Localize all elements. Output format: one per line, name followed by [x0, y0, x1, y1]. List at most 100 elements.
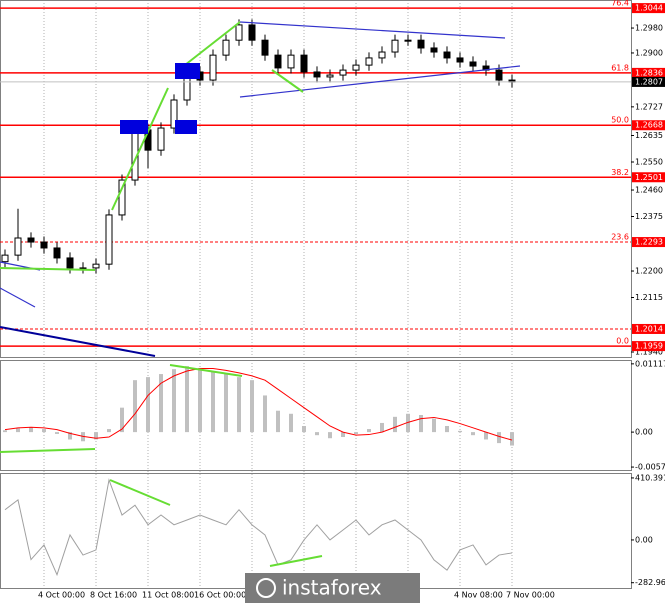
level-price-box [632, 341, 665, 352]
level-price: 1.2293 [635, 238, 663, 247]
trend-line [239, 21, 506, 39]
y-tick-label: 0.00 [635, 428, 653, 437]
y-tick-label: 0.01117 [635, 359, 665, 368]
level-price-box [632, 323, 665, 334]
current-price: 1.2807 [635, 77, 663, 86]
divergence-line [109, 479, 171, 506]
y-tick-label: 1.2900 [635, 48, 663, 57]
level-label: 38.2 [611, 168, 629, 177]
trend-line [0, 326, 156, 357]
x-tick-label: 16 Oct 00:00 [194, 591, 246, 600]
zone-marker [175, 120, 197, 134]
macd-bar [432, 418, 436, 433]
y-tick-label: 410.3914 [635, 473, 665, 482]
y-tick-label: -282.9641 [635, 578, 665, 587]
level-price: 1.2836 [635, 68, 663, 77]
y-tick-label: 1.2727 [635, 102, 663, 111]
level-price-box [632, 120, 665, 131]
level-price-box [632, 237, 665, 248]
candle-body [300, 54, 308, 73]
candle-body [495, 69, 503, 81]
macd-bar [68, 432, 72, 440]
cci-line [4, 478, 513, 577]
macd-bar [497, 432, 501, 444]
level-price: 1.2668 [635, 121, 663, 130]
macd-bar [367, 429, 371, 433]
candle-body [170, 99, 178, 129]
zone-marker [175, 63, 200, 79]
divergence-line [111, 87, 169, 211]
grid [43, 0, 513, 588]
candle-body [40, 241, 48, 249]
candle-body [53, 247, 61, 259]
level-price: 1.2014 [635, 324, 663, 333]
candle-body [378, 51, 386, 59]
candle-body [287, 54, 295, 69]
macd-bar [341, 432, 345, 437]
y-tick-label: 0.00 [635, 535, 653, 544]
candle-body [391, 39, 399, 53]
divergence-line [0, 267, 96, 271]
candle-body [105, 214, 113, 265]
trend-line [0, 287, 36, 308]
divergence-line [169, 364, 243, 377]
candle-body [27, 237, 35, 243]
y-tick-label: 1.2200 [635, 267, 663, 276]
macd-bar [328, 432, 332, 439]
y-tick-label: 1.2375 [635, 212, 663, 221]
level-price-box [632, 172, 665, 183]
candle-body [339, 69, 347, 76]
macd-bar [3, 430, 7, 433]
y-tick-label: 1.1940 [635, 348, 663, 357]
divergence-line [184, 21, 241, 66]
annotations [0, 21, 521, 567]
y-tick-label: 1.2115 [635, 293, 663, 302]
y-tick-label: 1.2460 [635, 186, 663, 195]
macd-bar [237, 377, 241, 433]
macd-bar [29, 427, 33, 433]
macd-bar [263, 395, 267, 433]
macd-bar [302, 426, 306, 433]
macd-bar [458, 430, 462, 433]
x-tick-label: 4 Nov 08:00 [454, 591, 503, 600]
price-panel [0, 0, 632, 358]
macd-bar [445, 426, 449, 433]
macd-bar [484, 432, 488, 440]
x-tick-label: 11 Oct 08:00 [142, 591, 194, 600]
macd-bar [419, 415, 423, 433]
candle-body [1, 254, 9, 263]
macd-bar [354, 432, 358, 434]
candle-body [365, 57, 373, 66]
level-label: 50.0 [611, 116, 629, 125]
macd-bar [107, 429, 111, 433]
macd-bar [276, 410, 280, 433]
candle-body [274, 54, 282, 69]
macd-bar [393, 416, 397, 433]
candle-body [326, 74, 334, 78]
macd-panel [0, 360, 632, 471]
candle-body [209, 54, 217, 81]
candle-body [443, 51, 451, 59]
level-price-box [632, 3, 665, 14]
candle-body [313, 71, 321, 78]
macd-bar [172, 369, 176, 433]
candle-body [118, 179, 126, 216]
macd-bar [133, 380, 137, 433]
watermark: instaforex [245, 573, 420, 603]
macd-bar [16, 428, 20, 433]
candle-body [235, 24, 243, 41]
macd-bar [211, 371, 215, 433]
macd-bar [185, 366, 189, 433]
candle-body [261, 39, 269, 56]
x-tick-label: 7 Nov 00:00 [506, 591, 555, 600]
macd-bar [380, 422, 384, 433]
y-tick-label: -0.00572 [635, 463, 665, 472]
macd-bar [315, 432, 319, 436]
y-tick-label: 1.2980 [635, 24, 663, 33]
candle-body [469, 61, 477, 67]
candle-body [417, 39, 425, 49]
candle-body [248, 24, 256, 41]
macd-bar [146, 377, 150, 433]
candle-body [14, 237, 22, 256]
